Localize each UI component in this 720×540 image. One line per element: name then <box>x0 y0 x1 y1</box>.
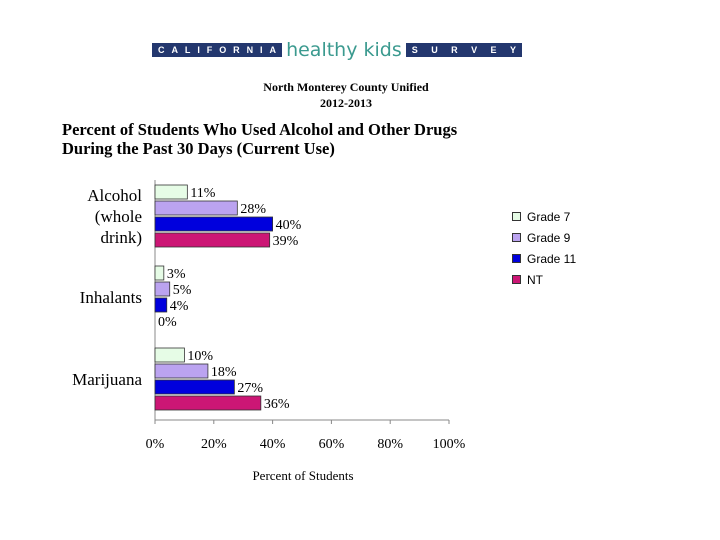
banner-california-letter: C <box>158 45 165 55</box>
banner-survey-letter: E <box>490 45 497 55</box>
district-name: North Monterey County Unified <box>263 80 429 94</box>
banner-california-letter: I <box>260 45 263 55</box>
x-tick-label: 60% <box>319 437 345 452</box>
legend-swatch <box>512 233 521 242</box>
banner-survey-letter: Y <box>509 45 516 55</box>
x-tick-label: 100% <box>433 437 466 452</box>
bar <box>154 297 168 313</box>
x-axis-title: Percent of Students <box>252 468 353 483</box>
legend-label: NT <box>527 272 543 287</box>
x-tick-label: 40% <box>260 437 286 452</box>
category-label: drink) <box>100 228 142 247</box>
category-label: Marijuana <box>72 370 142 389</box>
bar-value-label: 4% <box>170 299 189 314</box>
legend-item: NT <box>512 269 576 290</box>
legend-item: Grade 7 <box>512 206 576 227</box>
category-label: Alcohol <box>87 186 142 205</box>
bar-value-label: 27% <box>237 381 263 396</box>
bar <box>154 184 188 200</box>
legend-label: Grade 7 <box>527 209 571 224</box>
banner-california-letter: F <box>206 45 213 55</box>
banner-survey-letter: U <box>431 45 438 55</box>
legend-swatch <box>512 254 521 263</box>
bar-value-label: 36% <box>264 397 290 412</box>
bar <box>154 232 271 248</box>
category-label: Inhalants <box>80 288 142 307</box>
bar <box>154 347 185 363</box>
banner-california-letter: L <box>184 45 191 55</box>
chart-title-line-1: Percent of Students Who Used Alcohol and… <box>62 120 458 139</box>
banner-california-letter: I <box>197 45 200 55</box>
banner-survey-letter: R <box>451 45 458 55</box>
bar-value-label: 0% <box>158 315 177 330</box>
bar-value-label: 11% <box>190 186 215 201</box>
bar-value-label: 39% <box>273 234 299 249</box>
legend-item: Grade 11 <box>512 248 576 269</box>
bar-value-label: 28% <box>240 202 266 217</box>
x-tick-label: 20% <box>201 437 227 452</box>
bar-value-label: 3% <box>167 267 186 282</box>
banner-healthy-kids: healthy kids <box>286 39 402 61</box>
chart-title-line-2: During the Past 30 Days (Current Use) <box>62 139 335 158</box>
x-tick-label: 0% <box>146 437 165 452</box>
bar-value-label: 18% <box>211 365 237 380</box>
bar <box>154 265 165 281</box>
banner-california-letter: R <box>233 45 240 55</box>
legend-swatch <box>512 212 521 221</box>
bar <box>154 379 235 395</box>
legend-label: Grade 9 <box>527 230 571 245</box>
bar <box>154 363 209 379</box>
chart-title: Percent of Students Who Used Alcohol and… <box>62 120 457 158</box>
banner-survey-letter: S <box>411 45 418 55</box>
category-label: (whole <box>95 207 142 226</box>
bar-value-label: 5% <box>173 283 192 298</box>
banner-california-letter: O <box>219 45 227 55</box>
banner-survey-letter: V <box>471 45 478 55</box>
banner-california-letter: A <box>171 45 178 55</box>
bar-value-label: 40% <box>276 218 302 233</box>
survey-year: 2012-2013 <box>320 96 372 110</box>
bar <box>154 395 262 411</box>
legend-label: Grade 11 <box>527 251 577 266</box>
banner-california-letter: A <box>269 45 276 55</box>
banner-california-letter: N <box>246 45 254 55</box>
chart-legend: Grade 7 Grade 9 Grade 11 NT <box>512 206 576 290</box>
legend-swatch <box>512 275 521 284</box>
bar <box>154 216 273 232</box>
bar <box>154 200 238 216</box>
bar-value-label: 10% <box>187 349 213 364</box>
bar <box>154 281 171 297</box>
x-tick-label: 80% <box>377 437 403 452</box>
legend-item: Grade 9 <box>512 227 576 248</box>
